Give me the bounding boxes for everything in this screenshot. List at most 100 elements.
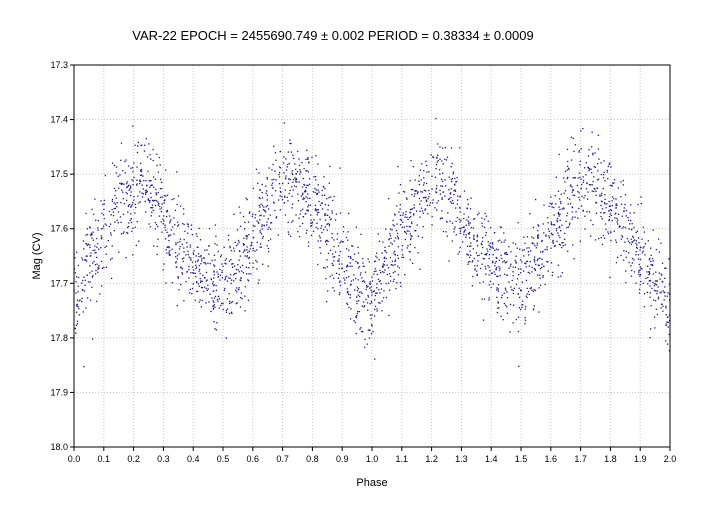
data-point: [665, 307, 667, 309]
data-point: [114, 203, 117, 205]
data-point: [215, 235, 217, 238]
data-point: [245, 235, 247, 237]
data-point: [640, 202, 642, 205]
data-point: [96, 246, 98, 248]
data-point: [622, 179, 624, 182]
data-point: [246, 236, 248, 238]
data-point: [190, 259, 192, 261]
data-point: [299, 169, 301, 171]
data-point: [487, 250, 489, 252]
data-point: [262, 235, 264, 238]
data-point: [307, 206, 309, 208]
data-point: [142, 193, 145, 195]
data-point: [488, 297, 490, 299]
data-point: [392, 264, 394, 267]
data-point: [547, 222, 549, 224]
data-point: [132, 180, 134, 182]
data-point: [226, 280, 229, 282]
data-point: [337, 260, 339, 262]
data-point: [572, 189, 574, 191]
data-point: [200, 263, 202, 265]
data-point: [306, 149, 308, 152]
data-point: [163, 195, 166, 197]
data-point: [649, 296, 651, 298]
data-point: [295, 186, 297, 188]
data-point: [184, 230, 186, 232]
data-point: [558, 226, 560, 228]
data-point: [488, 266, 490, 268]
data-point: [465, 234, 467, 236]
data-point: [565, 220, 567, 223]
y-tick-label: 17.8: [50, 333, 68, 343]
data-point: [193, 250, 195, 252]
data-point: [455, 207, 457, 209]
data-point: [570, 159, 573, 161]
data-point: [373, 273, 375, 275]
data-point: [532, 308, 535, 310]
data-point: [441, 180, 444, 182]
data-point: [534, 245, 536, 247]
data-point: [633, 239, 636, 241]
data-point: [382, 241, 384, 243]
data-point: [217, 276, 219, 278]
data-point: [159, 164, 161, 166]
data-point: [444, 158, 446, 160]
data-point: [139, 162, 142, 165]
data-point: [659, 292, 661, 294]
data-point: [572, 194, 574, 196]
data-point: [246, 198, 248, 201]
data-point: [665, 323, 667, 325]
data-point: [528, 272, 531, 274]
data-point: [149, 154, 151, 156]
data-point: [348, 306, 350, 309]
data-point: [197, 253, 200, 255]
data-point: [318, 191, 320, 193]
data-point: [197, 259, 199, 261]
data-point: [305, 186, 307, 189]
data-point: [607, 178, 609, 180]
data-point: [200, 255, 202, 258]
data-point: [503, 292, 505, 294]
data-point: [506, 261, 508, 263]
data-point: [187, 225, 189, 228]
data-point: [473, 236, 475, 238]
data-point: [235, 268, 238, 271]
data-point: [642, 226, 645, 228]
data-point: [75, 324, 78, 326]
data-point: [161, 187, 163, 190]
data-point: [478, 254, 480, 256]
data-point: [198, 264, 200, 267]
data-point: [546, 217, 549, 219]
data-point: [317, 209, 319, 211]
data-point: [371, 291, 373, 293]
data-point: [394, 270, 396, 273]
data-point: [196, 235, 198, 237]
data-point: [233, 250, 235, 252]
data-point: [584, 195, 586, 197]
data-point: [75, 311, 78, 313]
data-point: [494, 265, 496, 267]
data-point: [100, 247, 102, 249]
data-point: [459, 195, 461, 197]
data-point: [517, 222, 519, 224]
data-point: [499, 275, 501, 277]
data-point: [129, 188, 131, 190]
data-point: [347, 255, 350, 258]
data-point: [314, 209, 316, 211]
data-point: [289, 139, 291, 141]
data-point: [631, 223, 633, 225]
data-point: [216, 322, 218, 324]
data-point: [412, 165, 414, 168]
data-point: [450, 202, 453, 204]
data-point: [539, 251, 542, 253]
data-point: [321, 202, 323, 204]
data-point: [212, 307, 215, 309]
data-point: [473, 238, 475, 240]
data-point: [389, 228, 392, 230]
data-point: [331, 232, 333, 235]
data-point: [241, 264, 244, 267]
data-point: [179, 266, 182, 268]
data-point: [481, 222, 483, 225]
data-point: [281, 198, 284, 201]
data-point: [338, 263, 340, 265]
